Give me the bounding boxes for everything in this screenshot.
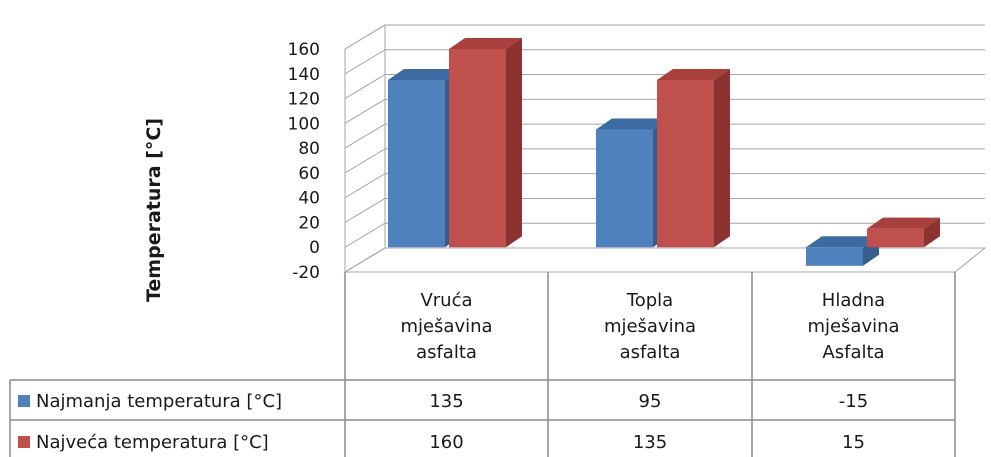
category-label: mješavina [400, 316, 492, 337]
category-label: Vruća [420, 290, 472, 311]
bar-front [596, 129, 653, 248]
gridline [344, 148, 985, 174]
gridline [344, 74, 985, 99]
data-label: -15 [839, 391, 868, 412]
bar-front [388, 79, 445, 248]
gridline [344, 24, 985, 50]
legend-key [18, 436, 30, 448]
y-tick-label: 40 [298, 189, 320, 209]
y-tick-label: 20 [298, 213, 320, 233]
bar-top [657, 68, 730, 80]
gridline [344, 123, 985, 149]
y-tick-label: 0 [309, 238, 320, 258]
legend-key [18, 395, 30, 407]
gridlines [344, 24, 985, 273]
gridline [344, 247, 985, 273]
gridline [344, 98, 985, 124]
data-label: 95 [639, 391, 662, 412]
y-tick-label: 100 [288, 114, 320, 134]
category-label: Asfalta [822, 342, 884, 363]
gridline [344, 173, 985, 199]
y-tick-label: -20 [292, 263, 320, 283]
y-axis-title: Temperatura [°C] [143, 118, 165, 302]
gridline [344, 222, 985, 248]
floor [343, 247, 987, 273]
legend-label: Najmanja temperatura [°C] [36, 391, 282, 412]
gridline [344, 197, 985, 223]
category-label: Topla [626, 290, 673, 311]
bar [867, 217, 940, 248]
gridline [344, 49, 985, 75]
bar-top [596, 118, 669, 130]
category-label: asfalta [416, 342, 477, 363]
category-label: Hladna [822, 290, 885, 311]
bar-front [867, 228, 924, 248]
bar-top [388, 68, 461, 80]
bar [806, 236, 879, 266]
bars [388, 38, 940, 266]
y-tick-label: 80 [298, 139, 320, 159]
y-tick-label: 60 [298, 164, 320, 184]
data-label: 135 [429, 391, 463, 412]
y-tick-label: 160 [288, 40, 320, 60]
bar [449, 38, 522, 248]
data-label: 160 [429, 432, 463, 453]
legend-label: Najveća temperatura [°C] [36, 432, 269, 453]
data-label: 135 [633, 432, 667, 453]
bar-top [867, 217, 940, 229]
bar [657, 68, 730, 248]
bar-side [714, 68, 730, 248]
bar-side [506, 38, 522, 248]
bar-front [806, 247, 863, 266]
category-label: mješavina [604, 316, 696, 337]
data-table: Vruća mješavina asfalta Topla mješavina asfal… [9, 272, 956, 457]
data-label: 15 [842, 432, 865, 453]
bar-top [806, 236, 879, 248]
y-tick-label: 140 [288, 65, 320, 85]
y-tick-label: 120 [288, 90, 320, 110]
y-axis-ticks: 160 140 120 100 80 60 40 20 0 -20 [288, 40, 320, 283]
bar-side [924, 217, 940, 248]
category-label: asfalta [620, 342, 681, 363]
bar-front [449, 49, 506, 248]
bar-top [449, 38, 522, 49]
bar-front [657, 79, 714, 248]
category-label: mješavina [807, 316, 899, 337]
